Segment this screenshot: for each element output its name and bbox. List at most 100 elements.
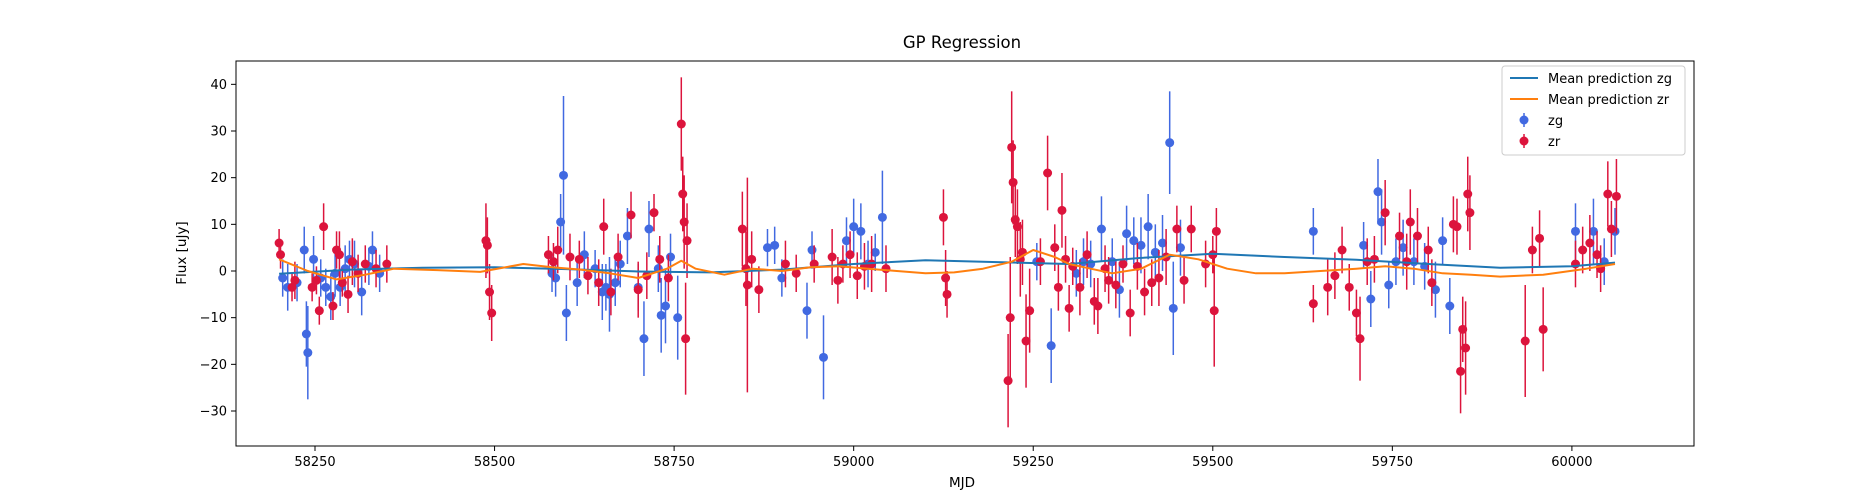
- data-point: [343, 289, 353, 299]
- data-point: [678, 189, 688, 199]
- data-point: [551, 273, 561, 283]
- data-point: [1053, 282, 1063, 292]
- data-point: [1527, 245, 1537, 255]
- data-point: [941, 273, 951, 283]
- data-point: [382, 259, 392, 269]
- data-point: [1445, 301, 1455, 311]
- data-point: [742, 280, 752, 290]
- x-tick-label: 59750: [1372, 455, 1413, 470]
- data-point: [622, 231, 632, 241]
- data-point: [1463, 189, 1473, 199]
- data-point: [274, 238, 284, 248]
- data-point: [347, 257, 357, 267]
- data-point: [583, 271, 593, 281]
- data-point: [1075, 282, 1085, 292]
- data-point: [334, 250, 344, 260]
- data-point: [1402, 257, 1412, 267]
- data-point: [1308, 299, 1318, 309]
- y-tick-label: −20: [200, 358, 227, 373]
- data-point: [682, 236, 692, 246]
- data-point: [1592, 250, 1602, 260]
- data-point: [1570, 226, 1580, 236]
- data-point: [1179, 275, 1189, 285]
- legend-label-zr-mean: Mean prediction zr: [1548, 93, 1670, 108]
- data-point: [572, 278, 582, 288]
- data-point: [673, 313, 683, 323]
- data-point: [559, 170, 569, 180]
- data-point: [819, 352, 829, 362]
- data-point: [1096, 224, 1106, 234]
- data-point: [1438, 236, 1448, 246]
- data-point: [1465, 208, 1475, 218]
- data-point: [663, 273, 673, 283]
- data-point: [1021, 336, 1031, 346]
- data-point: [681, 334, 691, 344]
- data-point: [309, 254, 319, 264]
- data-point: [1380, 208, 1390, 218]
- data-point: [626, 210, 636, 220]
- data-point: [656, 310, 666, 320]
- data-point: [845, 250, 855, 260]
- data-point: [1007, 142, 1017, 152]
- data-point: [1423, 245, 1433, 255]
- data-point: [1535, 233, 1545, 243]
- data-point: [1384, 280, 1394, 290]
- data-point: [877, 212, 887, 222]
- legend-swatch-zr: [1519, 134, 1529, 148]
- data-point: [360, 259, 370, 269]
- data-point: [856, 226, 866, 236]
- data-point: [1606, 224, 1616, 234]
- data-point: [1611, 191, 1621, 201]
- y-tick-label: −10: [200, 311, 227, 326]
- data-point: [548, 257, 558, 267]
- mean-prediction-line: [278, 249, 1616, 281]
- legend-swatch-zg: [1519, 113, 1529, 127]
- data-point: [1118, 259, 1128, 269]
- data-point: [1427, 278, 1437, 288]
- data-point: [1136, 240, 1146, 250]
- y-tick-label: 0: [219, 265, 227, 280]
- data-point: [606, 287, 616, 297]
- data-point: [639, 334, 649, 344]
- legend: Mean prediction zg Mean prediction zr zg…: [1501, 65, 1686, 156]
- y-tick-label: −30: [200, 405, 227, 420]
- data-point: [1082, 250, 1092, 260]
- x-tick-label: 60000: [1551, 455, 1592, 470]
- y-tick-label: 10: [210, 218, 227, 233]
- data-point: [1175, 243, 1185, 253]
- data-point: [565, 252, 575, 262]
- data-point: [791, 268, 801, 278]
- data-point: [326, 292, 336, 302]
- data-point: [754, 285, 764, 295]
- data-point: [314, 306, 324, 316]
- data-point: [1452, 222, 1462, 232]
- data-point: [357, 287, 367, 297]
- y-tick-label: 30: [210, 125, 227, 140]
- data-point: [1172, 224, 1182, 234]
- legend-point: [1519, 136, 1529, 146]
- data-point: [574, 254, 584, 264]
- data-point: [328, 301, 338, 311]
- data-point: [307, 282, 317, 292]
- data-point: [1154, 273, 1164, 283]
- data-point: [852, 271, 862, 281]
- legend-label-zr: zr: [1548, 135, 1561, 150]
- data-point: [1093, 301, 1103, 311]
- data-point: [278, 273, 288, 283]
- legend-box: [1501, 65, 1686, 156]
- x-axis-label: MJD: [949, 475, 975, 491]
- data-point: [1150, 247, 1160, 257]
- data-point: [881, 264, 891, 274]
- data-point: [594, 278, 604, 288]
- y-axis: −30 −20 −10 0 10 20 30 40: [200, 78, 236, 420]
- plot-frame: [235, 60, 1695, 447]
- data-point: [1111, 280, 1121, 290]
- data-point: [1351, 308, 1361, 318]
- data-point: [482, 240, 492, 250]
- data-point: [303, 348, 313, 358]
- data-point: [827, 252, 837, 262]
- data-point: [660, 301, 670, 311]
- data-point: [1398, 243, 1408, 253]
- data-point: [780, 259, 790, 269]
- data-point: [1046, 341, 1056, 351]
